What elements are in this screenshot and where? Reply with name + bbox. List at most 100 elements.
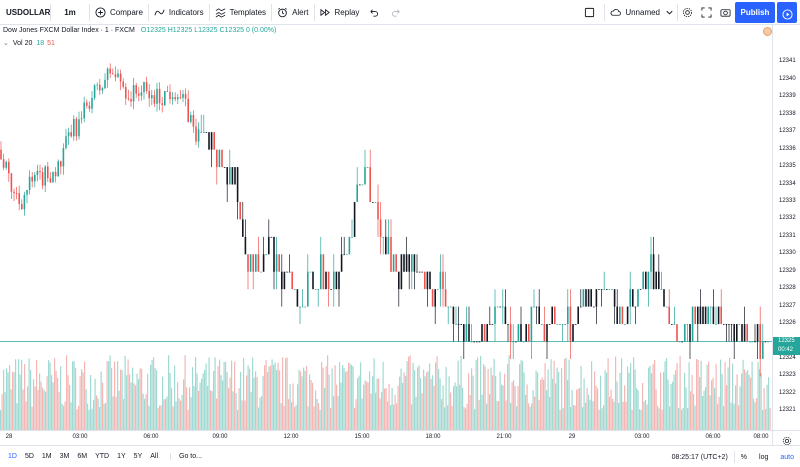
percent-toggle[interactable]: % (735, 454, 753, 461)
volume-bar (188, 410, 189, 430)
compare-button[interactable]: Compare (90, 0, 148, 25)
volume-bar (296, 405, 297, 430)
range-ytd[interactable]: YTD (91, 453, 113, 460)
volume-bar (132, 368, 133, 430)
volume-bar (63, 406, 64, 430)
candle-body (505, 307, 507, 324)
volume-bar (507, 364, 508, 430)
volume-bar (248, 365, 249, 430)
range-5d[interactable]: 5D (21, 453, 38, 460)
publish-button[interactable]: Publish (735, 2, 775, 23)
price-axis[interactable]: 12341 12340 12339 12338 12337 12336 12335 12334… (772, 25, 800, 430)
volume-bar (665, 361, 666, 430)
undo-button[interactable] (364, 0, 387, 25)
templates-button[interactable]: Templates (210, 0, 271, 25)
layout-menu[interactable]: Unnamed (605, 0, 677, 25)
candle-body (375, 202, 377, 203)
candle-body (323, 254, 325, 289)
fullscreen-button[interactable] (697, 0, 716, 25)
volume-bar (525, 395, 526, 430)
replay-button[interactable]: Replay (315, 0, 365, 25)
auto-toggle[interactable]: auto (774, 454, 800, 461)
volume-bar (561, 368, 562, 430)
volume-bar (15, 359, 16, 430)
goto-button[interactable]: Go to... (170, 453, 202, 460)
play-button[interactable] (777, 2, 797, 23)
range-1m[interactable]: 1M (38, 453, 56, 460)
volume-bar (588, 395, 589, 430)
volume-bar (11, 389, 12, 430)
settings-button[interactable] (678, 0, 697, 25)
volume-bar (366, 382, 367, 431)
volume-bar (635, 370, 636, 431)
candle-body (570, 307, 572, 342)
candle-body (705, 307, 707, 324)
volume-bar (155, 368, 156, 430)
candle-body (603, 289, 605, 290)
volume-bar (608, 358, 609, 430)
candle-body (57, 161, 59, 176)
volume-bar (113, 396, 114, 430)
candle-body (642, 272, 644, 289)
volume-bar (648, 368, 649, 430)
redo-button[interactable] (387, 0, 410, 25)
snapshot-button[interactable] (716, 0, 735, 25)
time-tick-label: 15:00 (354, 434, 369, 440)
notification-icon[interactable] (763, 27, 772, 36)
volume-bar (573, 405, 574, 430)
candle-body (294, 289, 296, 290)
indicators-button[interactable]: Indicators (149, 0, 209, 25)
symbol-search[interactable]: USDOLLAR (0, 0, 50, 25)
log-toggle[interactable]: log (753, 454, 774, 461)
range-5y[interactable]: 5Y (130, 453, 147, 460)
volume-bar (690, 391, 691, 430)
candle-body (432, 289, 434, 306)
range-3m[interactable]: 3M (56, 453, 74, 460)
volume-bar (140, 368, 141, 430)
interval-button[interactable]: 1m (51, 0, 89, 25)
candle-body (723, 324, 725, 325)
price-tick-label: 12339 (779, 93, 796, 99)
volume-bar (747, 370, 748, 430)
timezone-clock[interactable]: 08:25:17 (UTC+2) (666, 454, 734, 461)
volume-bar (521, 360, 522, 430)
candle-body (580, 307, 582, 308)
volume-bar (728, 367, 729, 430)
candle-body (109, 69, 111, 74)
volume-bar (321, 362, 322, 430)
candle-body (193, 115, 195, 127)
candle-body (317, 289, 319, 290)
candle-body (687, 324, 689, 325)
volume-bar (75, 368, 76, 430)
candle-body (676, 324, 678, 341)
range-1y[interactable]: 1Y (113, 453, 130, 460)
volume-bar (210, 390, 211, 430)
volume-bar (491, 368, 492, 430)
volume-bar (423, 370, 424, 430)
range-all[interactable]: All (146, 453, 162, 460)
alert-button[interactable]: Alert (272, 0, 313, 25)
candle-body (650, 254, 652, 271)
candle-body (403, 254, 405, 271)
price-chart[interactable] (0, 25, 772, 430)
candle-body (96, 85, 98, 86)
volume-bar (207, 386, 208, 430)
candle-body (601, 289, 603, 290)
volume-bar (125, 356, 126, 430)
range-1d[interactable]: 1D (4, 453, 21, 460)
time-axis[interactable]: 28 03:00 06:00 09:00 12:00 15:00 18:00 21:00 29 0… (0, 430, 772, 445)
candle-body (398, 272, 400, 289)
volume-bar (539, 400, 540, 430)
volume-bar (372, 376, 373, 430)
volume-bar (375, 393, 376, 430)
volume-bar (416, 397, 417, 430)
fullscreen-checkbox[interactable] (579, 0, 604, 25)
chevron-down-icon[interactable]: ⌄ (3, 39, 9, 47)
range-6m[interactable]: 6M (73, 453, 91, 460)
candle-body (65, 136, 67, 148)
volume-bar (236, 393, 237, 430)
candle-body (151, 95, 153, 98)
volume-bar (476, 360, 477, 430)
chart-pane[interactable] (0, 25, 772, 430)
axis-settings-button[interactable] (772, 430, 800, 445)
